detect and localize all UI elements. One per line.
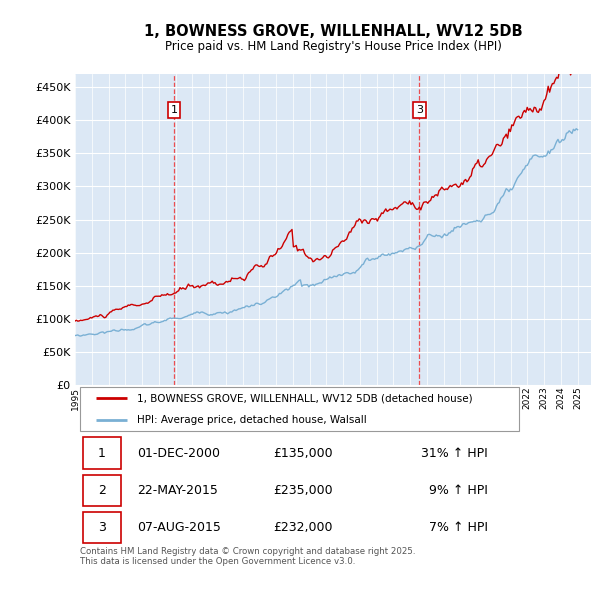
Text: 1: 1: [170, 105, 178, 115]
Text: Contains HM Land Registry data © Crown copyright and database right 2025.
This d: Contains HM Land Registry data © Crown c…: [80, 547, 416, 566]
Text: 1, BOWNESS GROVE, WILLENHALL, WV12 5DB (detached house): 1, BOWNESS GROVE, WILLENHALL, WV12 5DB (…: [137, 393, 473, 403]
Text: £232,000: £232,000: [274, 521, 333, 534]
Text: 07-AUG-2015: 07-AUG-2015: [137, 521, 221, 534]
Text: 01-DEC-2000: 01-DEC-2000: [137, 447, 220, 460]
Text: 3: 3: [98, 521, 106, 534]
FancyBboxPatch shape: [80, 387, 519, 431]
Text: Price paid vs. HM Land Registry's House Price Index (HPI): Price paid vs. HM Land Registry's House …: [164, 40, 502, 53]
Text: £235,000: £235,000: [274, 484, 333, 497]
Text: 3: 3: [416, 105, 423, 115]
Text: 1: 1: [98, 447, 106, 460]
Text: £135,000: £135,000: [274, 447, 333, 460]
Text: 1, BOWNESS GROVE, WILLENHALL, WV12 5DB: 1, BOWNESS GROVE, WILLENHALL, WV12 5DB: [143, 24, 523, 38]
Text: 22-MAY-2015: 22-MAY-2015: [137, 484, 218, 497]
Text: 9% ↑ HPI: 9% ↑ HPI: [429, 484, 488, 497]
FancyBboxPatch shape: [83, 437, 121, 469]
FancyBboxPatch shape: [83, 474, 121, 506]
FancyBboxPatch shape: [83, 512, 121, 543]
Text: 31% ↑ HPI: 31% ↑ HPI: [421, 447, 488, 460]
Text: 2: 2: [98, 484, 106, 497]
Text: 7% ↑ HPI: 7% ↑ HPI: [429, 521, 488, 534]
Text: HPI: Average price, detached house, Walsall: HPI: Average price, detached house, Wals…: [137, 415, 367, 425]
